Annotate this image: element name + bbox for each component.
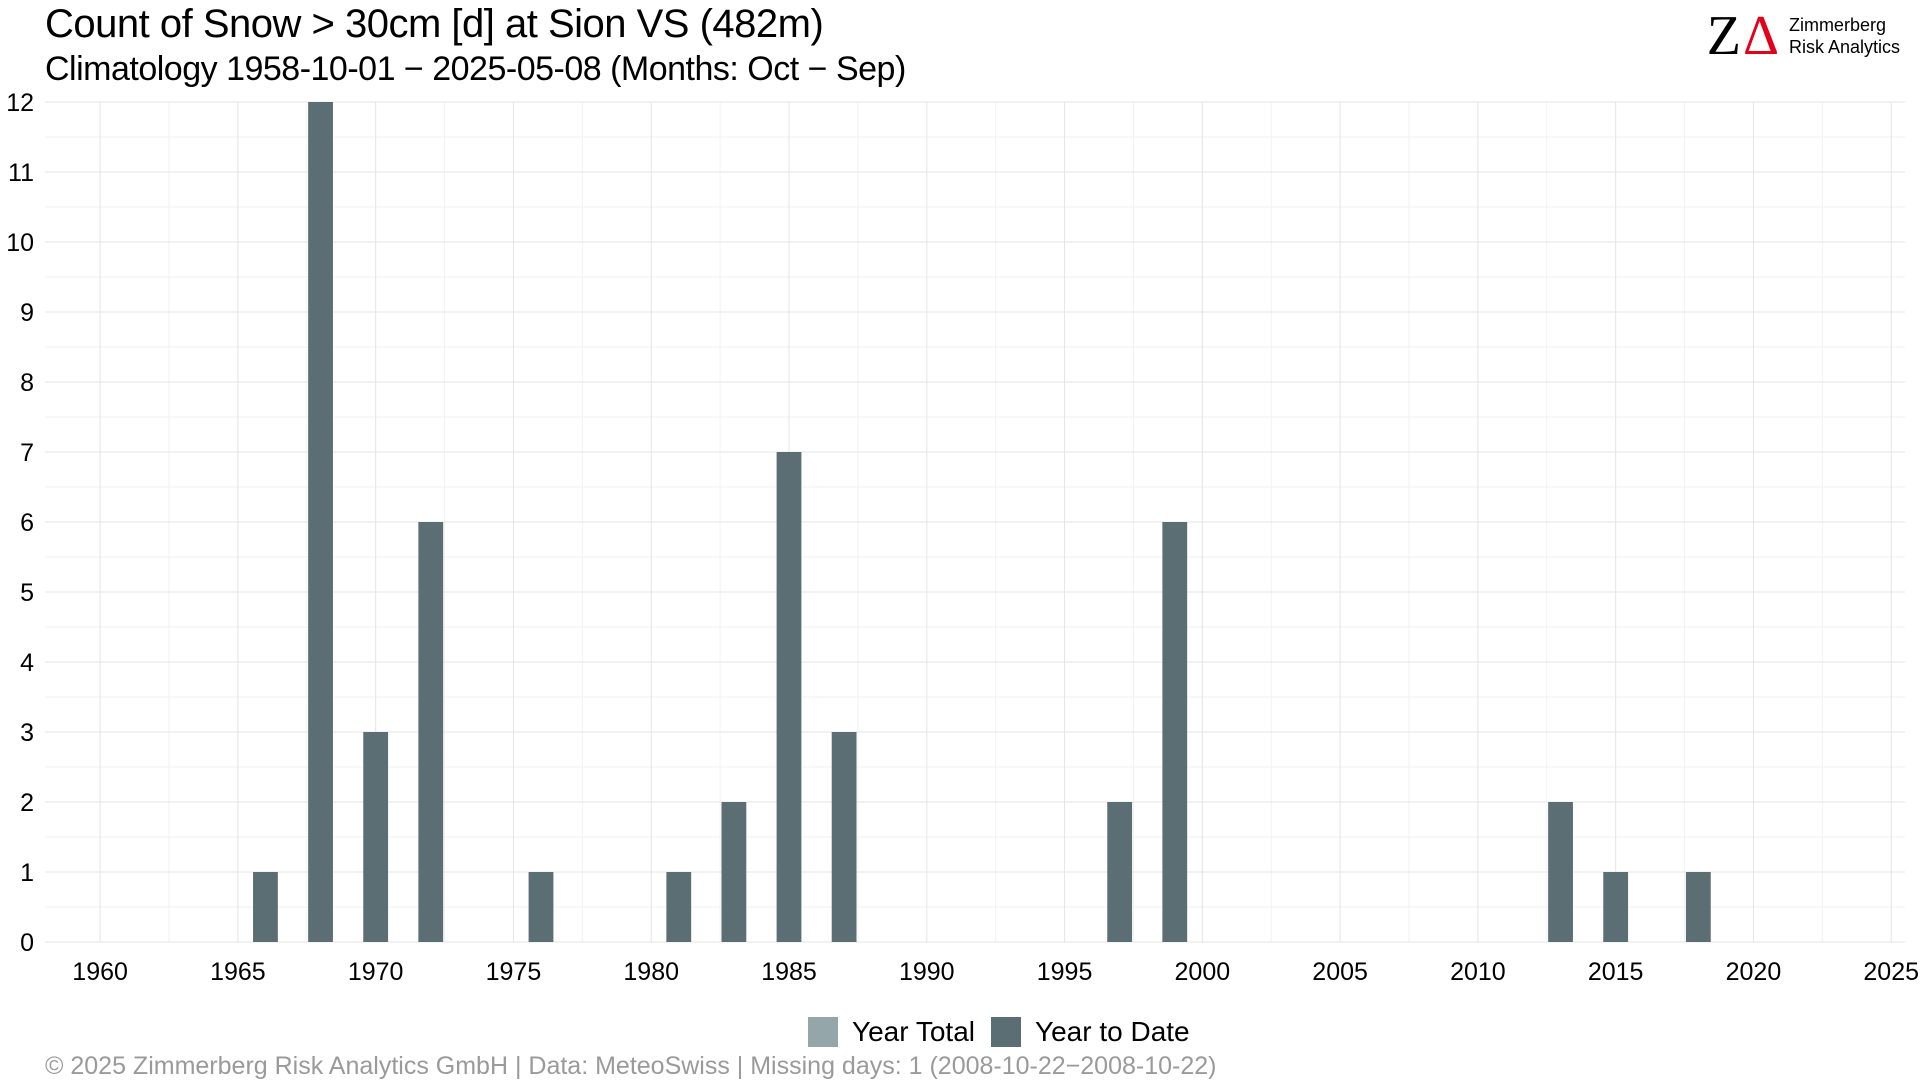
bar-1976 bbox=[528, 872, 554, 942]
legend-swatch-year-to-date bbox=[991, 1017, 1021, 1047]
bar-1999 bbox=[1162, 522, 1188, 942]
copyright-footer: © 2025 Zimmerberg Risk Analytics GmbH | … bbox=[45, 1052, 1217, 1080]
chart-subtitle: Climatology 1958-10-01 − 2025-05-08 (Mon… bbox=[45, 50, 906, 88]
bar-1985 bbox=[776, 452, 802, 942]
logo-delta-symbol: Δ bbox=[1742, 5, 1779, 67]
bar-2015 bbox=[1603, 872, 1629, 942]
bar-1970 bbox=[363, 732, 389, 942]
legend-swatch-year-total bbox=[808, 1017, 838, 1047]
y-tick-label: 12 bbox=[6, 89, 34, 117]
company-logo: Z Δ Zimmerberg Risk Analytics bbox=[1707, 8, 1900, 64]
x-tick-label: 1985 bbox=[761, 958, 817, 986]
bar-1972 bbox=[418, 522, 444, 942]
y-tick-label: 3 bbox=[20, 719, 34, 747]
bar-1997 bbox=[1107, 802, 1133, 942]
y-tick-label: 7 bbox=[20, 439, 34, 467]
legend-label-year-to-date: Year to Date bbox=[1035, 1016, 1190, 1047]
x-tick-label: 1965 bbox=[210, 958, 266, 986]
y-tick-label: 2 bbox=[20, 789, 34, 817]
x-tick-label: 2015 bbox=[1588, 958, 1644, 986]
y-tick-label: 11 bbox=[8, 159, 34, 187]
x-tick-label: 2005 bbox=[1312, 958, 1368, 986]
logo-mark: Z Δ bbox=[1707, 8, 1779, 64]
y-tick-label: 8 bbox=[20, 369, 34, 397]
y-tick-label: 9 bbox=[20, 299, 34, 327]
bar-1983 bbox=[721, 802, 747, 942]
bar-1968 bbox=[308, 102, 333, 942]
bar-1966 bbox=[253, 872, 278, 942]
y-tick-label: 6 bbox=[20, 509, 34, 537]
x-tick-label: 2020 bbox=[1726, 958, 1782, 986]
logo-z-letter: Z bbox=[1706, 5, 1741, 67]
x-tick-label: 2010 bbox=[1450, 958, 1506, 986]
bar-1981 bbox=[666, 872, 692, 942]
x-tick-label: 2000 bbox=[1175, 958, 1231, 986]
y-tick-label: 4 bbox=[20, 649, 34, 677]
chart-title: Count of Snow > 30cm [d] at Sion VS (482… bbox=[45, 2, 824, 46]
chart-legend: Year Total Year to Date bbox=[808, 1016, 1206, 1048]
bar-2018 bbox=[1685, 872, 1711, 942]
x-tick-label: 1975 bbox=[486, 958, 542, 986]
x-tick-label: 1960 bbox=[72, 958, 128, 986]
x-tick-label: 1995 bbox=[1037, 958, 1093, 986]
y-tick-label: 5 bbox=[20, 579, 34, 607]
logo-line-2: Risk Analytics bbox=[1788, 37, 1900, 57]
bar-1987 bbox=[831, 732, 857, 942]
logo-text: Zimmerberg Risk Analytics bbox=[1789, 14, 1900, 58]
legend-item-year-to-date: Year to Date bbox=[991, 1016, 1190, 1048]
logo-line-1: Zimmerberg bbox=[1788, 15, 1886, 35]
x-tick-label: 1970 bbox=[348, 958, 404, 986]
bar-2013 bbox=[1548, 802, 1573, 942]
legend-item-year-total: Year Total bbox=[808, 1016, 975, 1048]
y-tick-label: 10 bbox=[6, 229, 34, 257]
x-tick-label: 1990 bbox=[899, 958, 955, 986]
x-tick-label: 1980 bbox=[623, 958, 679, 986]
y-tick-label: 1 bbox=[20, 859, 34, 887]
legend-label-year-total: Year Total bbox=[852, 1016, 975, 1047]
x-tick-label: 2025 bbox=[1863, 958, 1919, 986]
y-tick-label: 0 bbox=[20, 929, 34, 957]
